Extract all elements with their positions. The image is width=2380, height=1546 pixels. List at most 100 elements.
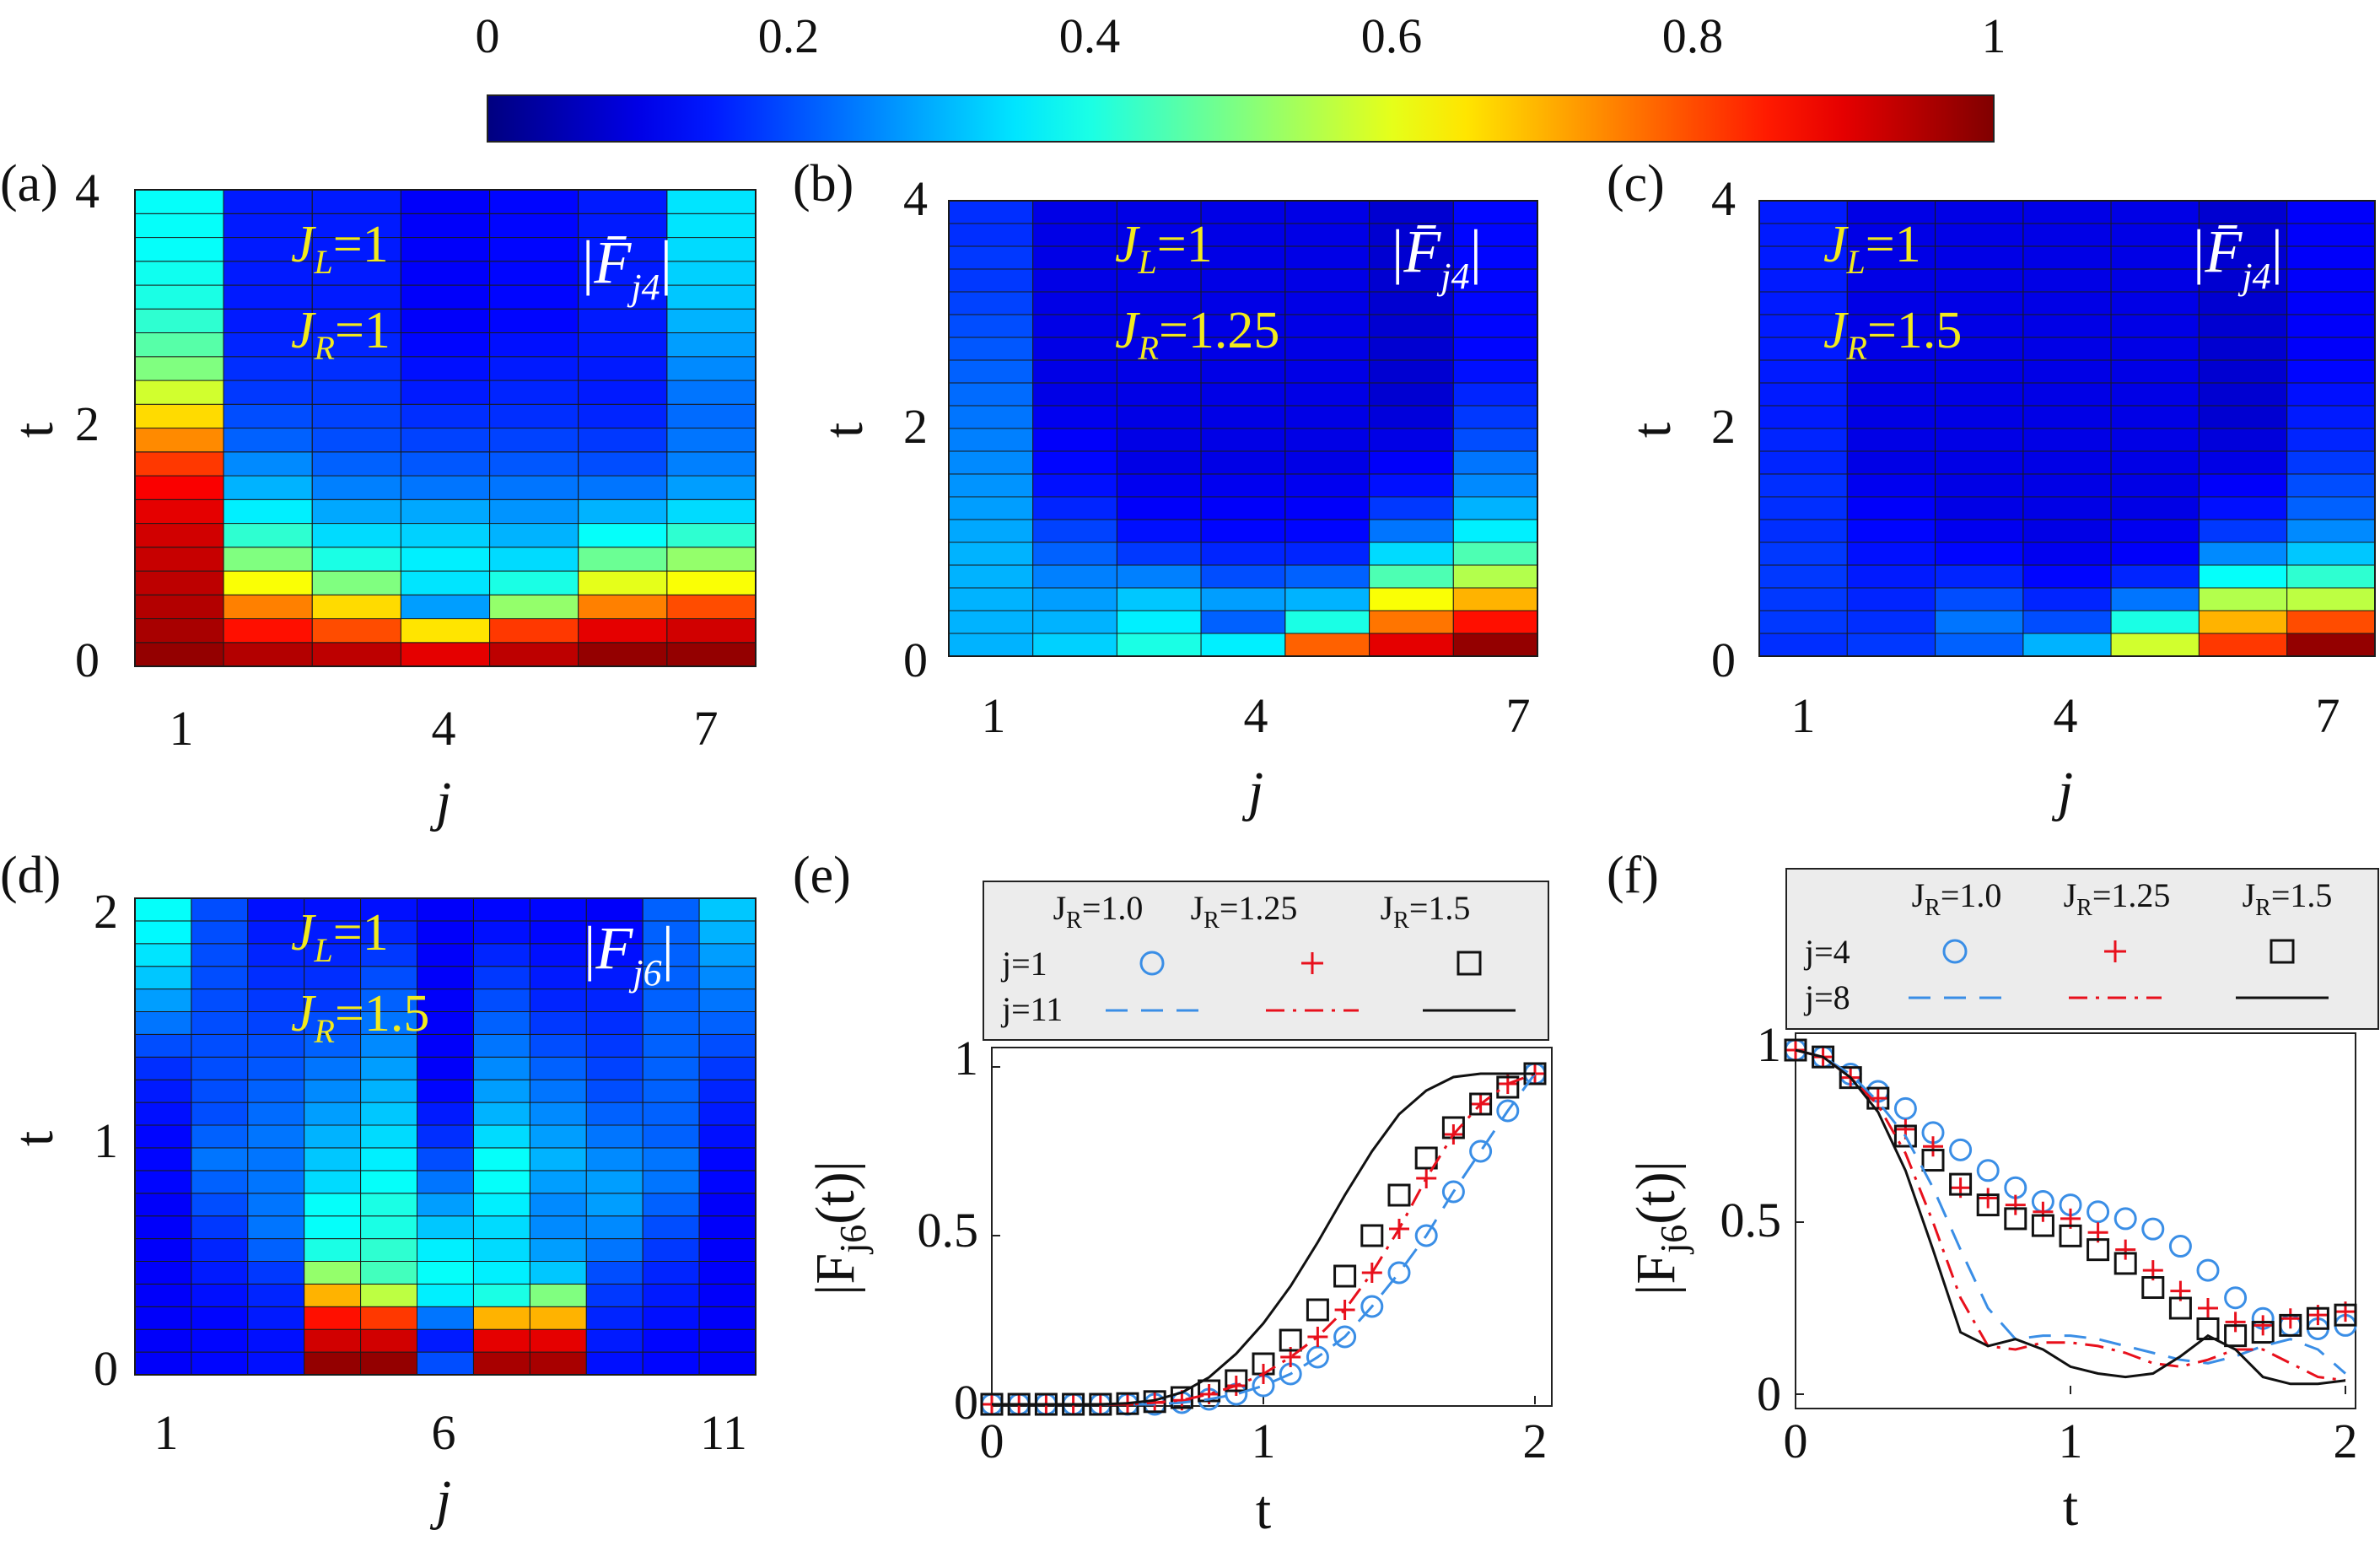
heatmap-cell [642, 1147, 700, 1172]
data-point-circle [1976, 1159, 2000, 1182]
heatmap-frame [1758, 200, 2376, 657]
heatmap-cell [134, 547, 224, 572]
heatmap-cell [1200, 450, 1286, 475]
heatmap-cell [2286, 473, 2376, 498]
heatmap-cell [2286, 450, 2376, 475]
heatmap-cell [698, 1261, 757, 1285]
y-tick: 1 [1757, 1017, 1781, 1072]
heatmap-cell [578, 308, 668, 334]
heatmap-cell [2198, 382, 2288, 407]
heatmap-cell [1032, 610, 1117, 634]
heatmap-cell [191, 897, 249, 922]
heatmap-cell [417, 1215, 474, 1240]
x-axis-label: t [2063, 1476, 2078, 1538]
heatmap-cell [1200, 519, 1286, 543]
heatmap-cell [191, 943, 249, 967]
heatmap-cell [223, 189, 313, 214]
heatmap-cell [223, 261, 313, 286]
data-point-square [1921, 1149, 1945, 1172]
heatmap-cell [1935, 496, 2024, 520]
heatmap-cell [311, 332, 401, 358]
heatmap-cell [529, 966, 587, 990]
data-point-square [1441, 1116, 1465, 1139]
data-point-plus [1978, 1188, 1999, 1209]
heatmap-cell [191, 1283, 249, 1307]
heatmap-cell [578, 403, 668, 429]
heatmap-cell [578, 618, 668, 644]
heatmap-cell [1200, 245, 1286, 270]
heatmap-cell [311, 594, 401, 620]
data-point-square [1839, 1066, 1862, 1090]
heatmap-cell [1116, 450, 1202, 475]
y-tick: 0 [903, 633, 928, 687]
heatmap-cell [529, 1124, 587, 1149]
data-point-circle [1942, 939, 1968, 964]
heatmap-cell [578, 475, 668, 500]
heatmap-cell [1200, 405, 1286, 429]
heatmap-cell [247, 966, 305, 990]
y-tick: 1 [954, 1031, 978, 1085]
plot-frame [1795, 1032, 2356, 1409]
data-point-square [1457, 951, 1482, 976]
heatmap-cell [360, 1079, 418, 1103]
data-point-plus [1334, 1300, 1355, 1320]
panel-label: (f) [1607, 847, 1659, 904]
heatmap-cell [1452, 245, 1538, 270]
heatmap-cell [247, 1124, 305, 1149]
x-tick: 1 [170, 701, 194, 756]
x-axis-label: j [1241, 761, 1263, 822]
heatmap-cell [698, 1102, 757, 1126]
data-point-square [2251, 1321, 2275, 1344]
heatmap-cell [400, 261, 490, 286]
heatmap-cell [1032, 450, 1117, 475]
heatmap-cell [304, 1033, 362, 1058]
x-tick: 1 [1791, 688, 1816, 743]
heatmap-cell [1284, 200, 1370, 224]
data-point-square [2004, 1207, 2027, 1231]
heatmap-cell [304, 1147, 362, 1172]
heatmap-cell [360, 1283, 418, 1307]
heatmap-cell [1935, 268, 2024, 293]
heatmap-cell [2198, 587, 2288, 611]
x-axis-label: j [2051, 761, 2073, 822]
heatmap-cell [1846, 541, 1936, 566]
heatmap-cell [2110, 541, 2200, 566]
heatmap-cell [400, 428, 490, 453]
heatmap-cell [489, 284, 579, 310]
heatmap-cell [1452, 359, 1538, 384]
heatmap-cell [2110, 450, 2200, 475]
heatmap-cell [311, 523, 401, 548]
data-point-square [1360, 1224, 1384, 1247]
heatmap-cell [473, 1033, 530, 1058]
heatmap-cell [2198, 428, 2288, 452]
heatmap-cell [304, 1238, 362, 1262]
heatmap-cell [134, 1193, 192, 1217]
heatmap-cell [529, 920, 587, 945]
heatmap-cell [489, 213, 579, 239]
data-point-plus [1301, 952, 1323, 974]
heatmap-cell [2110, 496, 2200, 520]
heatmap-cell [698, 897, 757, 922]
heatmap-cell [1452, 633, 1538, 657]
data-point-square [2087, 1238, 2110, 1262]
heatmap-cell [400, 213, 490, 239]
data-point-square [2168, 1296, 2192, 1320]
heatmap-cell [1758, 382, 1848, 407]
heatmap-cell [311, 642, 401, 667]
heatmap-cell [360, 1351, 418, 1376]
heatmap-cell [578, 428, 668, 453]
heatmap-cell [2022, 496, 2112, 520]
heatmap-cell [2110, 200, 2200, 224]
heatmap-cell [304, 1193, 362, 1217]
heatmap-cell [1284, 541, 1370, 566]
heatmap-cell [489, 380, 579, 405]
heatmap-cell [642, 1056, 700, 1080]
heatmap-cell [1116, 428, 1202, 452]
data-point-square [2031, 1214, 2054, 1237]
heatmap-cell [1369, 564, 1454, 589]
heatmap-cell [948, 473, 1034, 498]
heatmap-cell [2022, 200, 2112, 224]
x-tick: 2 [1523, 1414, 1548, 1468]
heatmap-cell [642, 1306, 700, 1330]
heatmap-cell [1846, 633, 1936, 657]
